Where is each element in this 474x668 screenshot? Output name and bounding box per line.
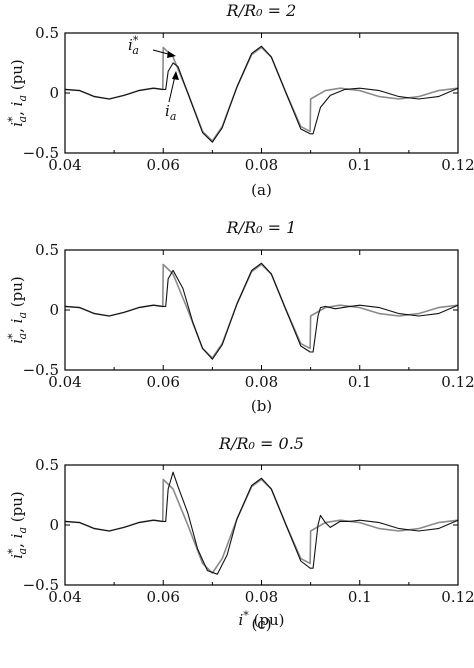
x-tick-label: 0.06 [147,373,180,391]
x-tick-label: 0.08 [245,588,278,606]
panel-title: R/R₀ = 2 [226,1,297,20]
x-tick-label: 0.04 [48,156,81,174]
series-line-reference [64,46,459,142]
x-tick-label: 0.04 [48,588,81,606]
x-axis-label: i* (pu) [238,609,284,629]
panel-caption: (a) [251,181,272,199]
x-tick-label: 0.1 [348,156,372,174]
y-axis-label: i*a, ia (pu) [6,59,29,127]
plot-frame [64,32,459,154]
y-tick-label: −0.5 [23,144,59,162]
y-tick-label: 0.5 [35,241,59,259]
y-axis-label: i*a, ia (pu) [6,276,29,344]
y-tick-label: −0.5 [23,576,59,594]
y-tick-label: 0.5 [35,24,59,42]
arrowhead-icon [167,51,176,58]
y-tick-label: 0 [49,84,59,102]
series-line-reference [64,478,459,574]
y-tick-label: 0.5 [35,456,59,474]
x-tick-label: 0.12 [441,588,474,606]
arrowhead-icon [172,71,179,80]
x-tick-label: 0.04 [48,373,81,391]
series-line-measured [64,471,459,575]
panel-title: R/R₀ = 1 [226,218,297,237]
x-tick-label: 0.1 [348,588,372,606]
panel-caption: (c) [251,615,271,633]
y-axis-label: i*a, ia (pu) [6,491,29,559]
panel-caption: (b) [251,397,272,415]
x-tick-label: 0.06 [147,156,180,174]
y-tick-label: −0.5 [23,361,59,379]
annotation-arrow-measured [168,75,176,103]
x-tick-label: 0.1 [348,373,372,391]
x-tick-label: 0.06 [147,588,180,606]
y-tick-label: 0 [49,516,59,534]
x-tick-label: 0.12 [441,156,474,174]
x-tick-label: 0.08 [245,156,278,174]
y-tick-label: 0 [49,301,59,319]
series-line-measured [64,262,459,360]
annotation-reference-current: i* a [128,34,139,57]
plot-frame [64,249,459,371]
panel-c: R/R₀ = 0.5 0.04 0.06 0.08 0.1 0.12 0.5 0 −0.5 i*a… [6,434,474,633]
panel-title: R/R₀ = 0.5 [218,434,304,453]
panel-a: R/R₀ = 2 0.04 0.06 0.08 0.1 0.12 0.5 0 −0.5 i*a, … [6,1,474,199]
annotation-measured-current: ia [165,102,176,123]
panel-b: R/R₀ = 1 0.04 0.06 0.08 0.1 0.12 0.5 0 −0.5 i*a, … [6,218,474,415]
series-line-measured [64,45,459,143]
series-line-reference [64,263,459,359]
x-tick-label: 0.12 [441,373,474,391]
x-tick-label: 0.08 [245,373,278,391]
plot-frame [64,464,459,586]
